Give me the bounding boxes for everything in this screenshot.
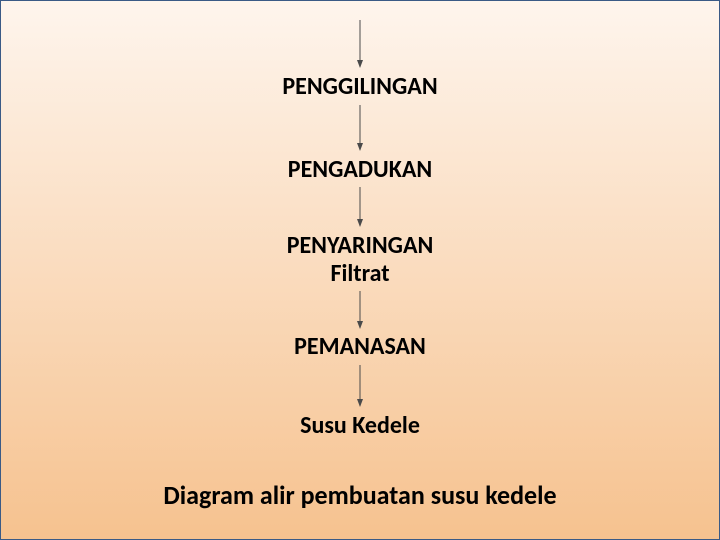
step-label: PENGGILINGAN	[282, 72, 437, 101]
slide-canvas: PENGGILINGAN PENGADUKAN PENYARINGAN Filt…	[0, 0, 720, 540]
flow-arrow-0	[356, 20, 364, 68]
step-label: PEMANASAN	[294, 332, 426, 361]
flow-step-penyaringan: PENYARINGAN Filtrat	[1, 232, 719, 288]
flow-step-pengadukan: PENGADUKAN	[1, 156, 719, 184]
diagram-caption: Diagram alir pembuatan susu kedele	[1, 479, 719, 511]
step-label: Susu Kedele	[300, 411, 420, 440]
caption-text: Diagram alir pembuatan susu kedele	[163, 479, 556, 511]
step-label-line2: Filtrat	[330, 259, 389, 288]
flow-step-penggilingan: PENGGILINGAN	[1, 73, 719, 101]
flow-arrow-4	[356, 365, 364, 407]
flow-arrow-3	[356, 291, 364, 329]
flow-step-pemanasan: PEMANASAN	[1, 333, 719, 361]
flow-arrow-1	[356, 105, 364, 151]
step-label-line1: PENYARINGAN	[287, 231, 434, 260]
flow-arrow-2	[356, 187, 364, 227]
step-label: PENGADUKAN	[288, 155, 432, 184]
flow-step-susu-kedele: Susu Kedele	[1, 412, 719, 440]
